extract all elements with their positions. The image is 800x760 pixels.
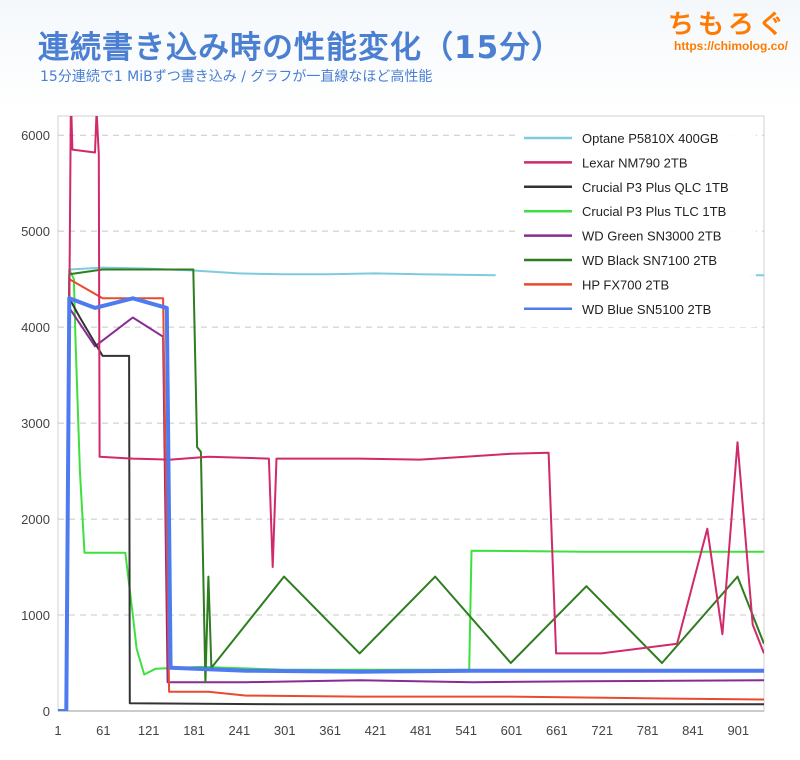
y-tick-label: 5000 [21, 224, 50, 239]
y-tick-label: 4000 [21, 320, 50, 335]
legend-label: Optane P5810X 400GB [582, 131, 719, 146]
x-tick-label: 121 [138, 723, 160, 738]
x-tick-label: 541 [455, 723, 477, 738]
legend-label: Crucial P3 Plus QLC 1TB [582, 180, 729, 195]
chart-title: 連続書き込み時の性能変化（15分） [38, 30, 564, 66]
y-tick-label: 3000 [21, 416, 50, 431]
x-tick-label: 661 [546, 723, 568, 738]
x-tick-label: 901 [727, 723, 749, 738]
legend-box [516, 124, 756, 328]
series-line [58, 116, 764, 711]
chart-subtitle: 15分連続で1 MiBずつ書き込み / グラフが一直線なほど高性能 [40, 69, 433, 85]
legend-label: HP FX700 2TB [582, 277, 669, 292]
y-tick-label: 0 [43, 704, 50, 719]
x-tick-label: 481 [410, 723, 432, 738]
x-tick-label: 781 [637, 723, 659, 738]
x-tick-label: 61 [96, 723, 110, 738]
y-tick-label: 1000 [21, 608, 50, 623]
x-tick-label: 721 [591, 723, 613, 738]
y-tick-label: 2000 [21, 512, 50, 527]
legend-label: Lexar NM790 2TB [582, 155, 688, 170]
site-logo[interactable]: ちもろぐ https://chimolog.co/ [668, 4, 788, 53]
legend-label: WD Blue SN5100 2TB [582, 302, 711, 317]
legend-label: Crucial P3 Plus TLC 1TB [582, 204, 726, 219]
legend-label: WD Black SN7100 2TB [582, 253, 717, 268]
series-line [58, 268, 764, 711]
x-tick-label: 1 [54, 723, 61, 738]
x-tick-label: 421 [365, 723, 387, 738]
y-tick-label: 6000 [21, 128, 50, 143]
x-tick-label: 301 [274, 723, 296, 738]
x-tick-label: 181 [183, 723, 205, 738]
x-tick-label: 601 [501, 723, 523, 738]
legend-label: WD Green SN3000 2TB [582, 229, 721, 244]
x-tick-label: 361 [319, 723, 341, 738]
series-line [58, 296, 764, 711]
logo-url: https://chimolog.co/ [674, 39, 788, 53]
x-tick-label: 241 [229, 723, 251, 738]
x-tick-label: 841 [682, 723, 704, 738]
logo-brand: ちもろぐ [667, 10, 788, 40]
series-line [58, 268, 764, 711]
